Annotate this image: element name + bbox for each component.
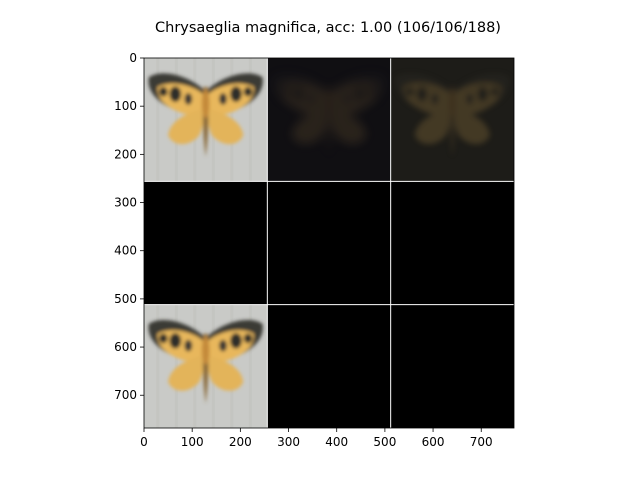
image-tile-1-2 [390, 181, 514, 305]
y-tick-label: 200 [114, 147, 137, 161]
image-tile-0-2 [390, 58, 514, 182]
axes-frame [143, 57, 515, 429]
image-tile-2-2 [390, 304, 514, 428]
image-tile-0-1 [267, 58, 391, 182]
x-tick-label: 200 [229, 435, 252, 449]
y-tick-label: 600 [114, 340, 137, 354]
x-tick-label: 100 [181, 435, 204, 449]
image-tile-1-1 [267, 181, 391, 305]
x-tick-label: 0 [140, 435, 148, 449]
image-tile-2-1 [267, 304, 391, 428]
y-tick-label: 300 [114, 196, 137, 210]
tile-dividers [144, 58, 514, 428]
y-tick-label: 0 [129, 51, 137, 65]
x-tick-label: 500 [373, 435, 396, 449]
tiles-layer [144, 58, 514, 428]
y-tick-label: 500 [114, 292, 137, 306]
y-axis: 0 100 200 300 400 500 600 700 [114, 51, 144, 402]
figure-title: Chrysaeglia magnifica, acc: 1.00 (106/10… [155, 20, 501, 36]
x-tick-label: 300 [277, 435, 300, 449]
y-tick-label: 400 [114, 244, 137, 258]
image-tile-2-0 [144, 304, 268, 428]
y-tick-label: 100 [114, 99, 137, 113]
image-tile-0-0 [144, 58, 268, 182]
x-tick-label: 700 [470, 435, 493, 449]
x-tick-label: 400 [325, 435, 348, 449]
x-tick-label: 600 [422, 435, 445, 449]
x-axis: 0 100 200 300 400 500 600 700 [140, 428, 493, 449]
image-tile-1-0 [144, 181, 268, 305]
y-tick-label: 700 [114, 388, 137, 402]
image-grid: 0 100 200 300 400 500 600 700 0 100 200 300 400 500 6… [114, 51, 515, 449]
